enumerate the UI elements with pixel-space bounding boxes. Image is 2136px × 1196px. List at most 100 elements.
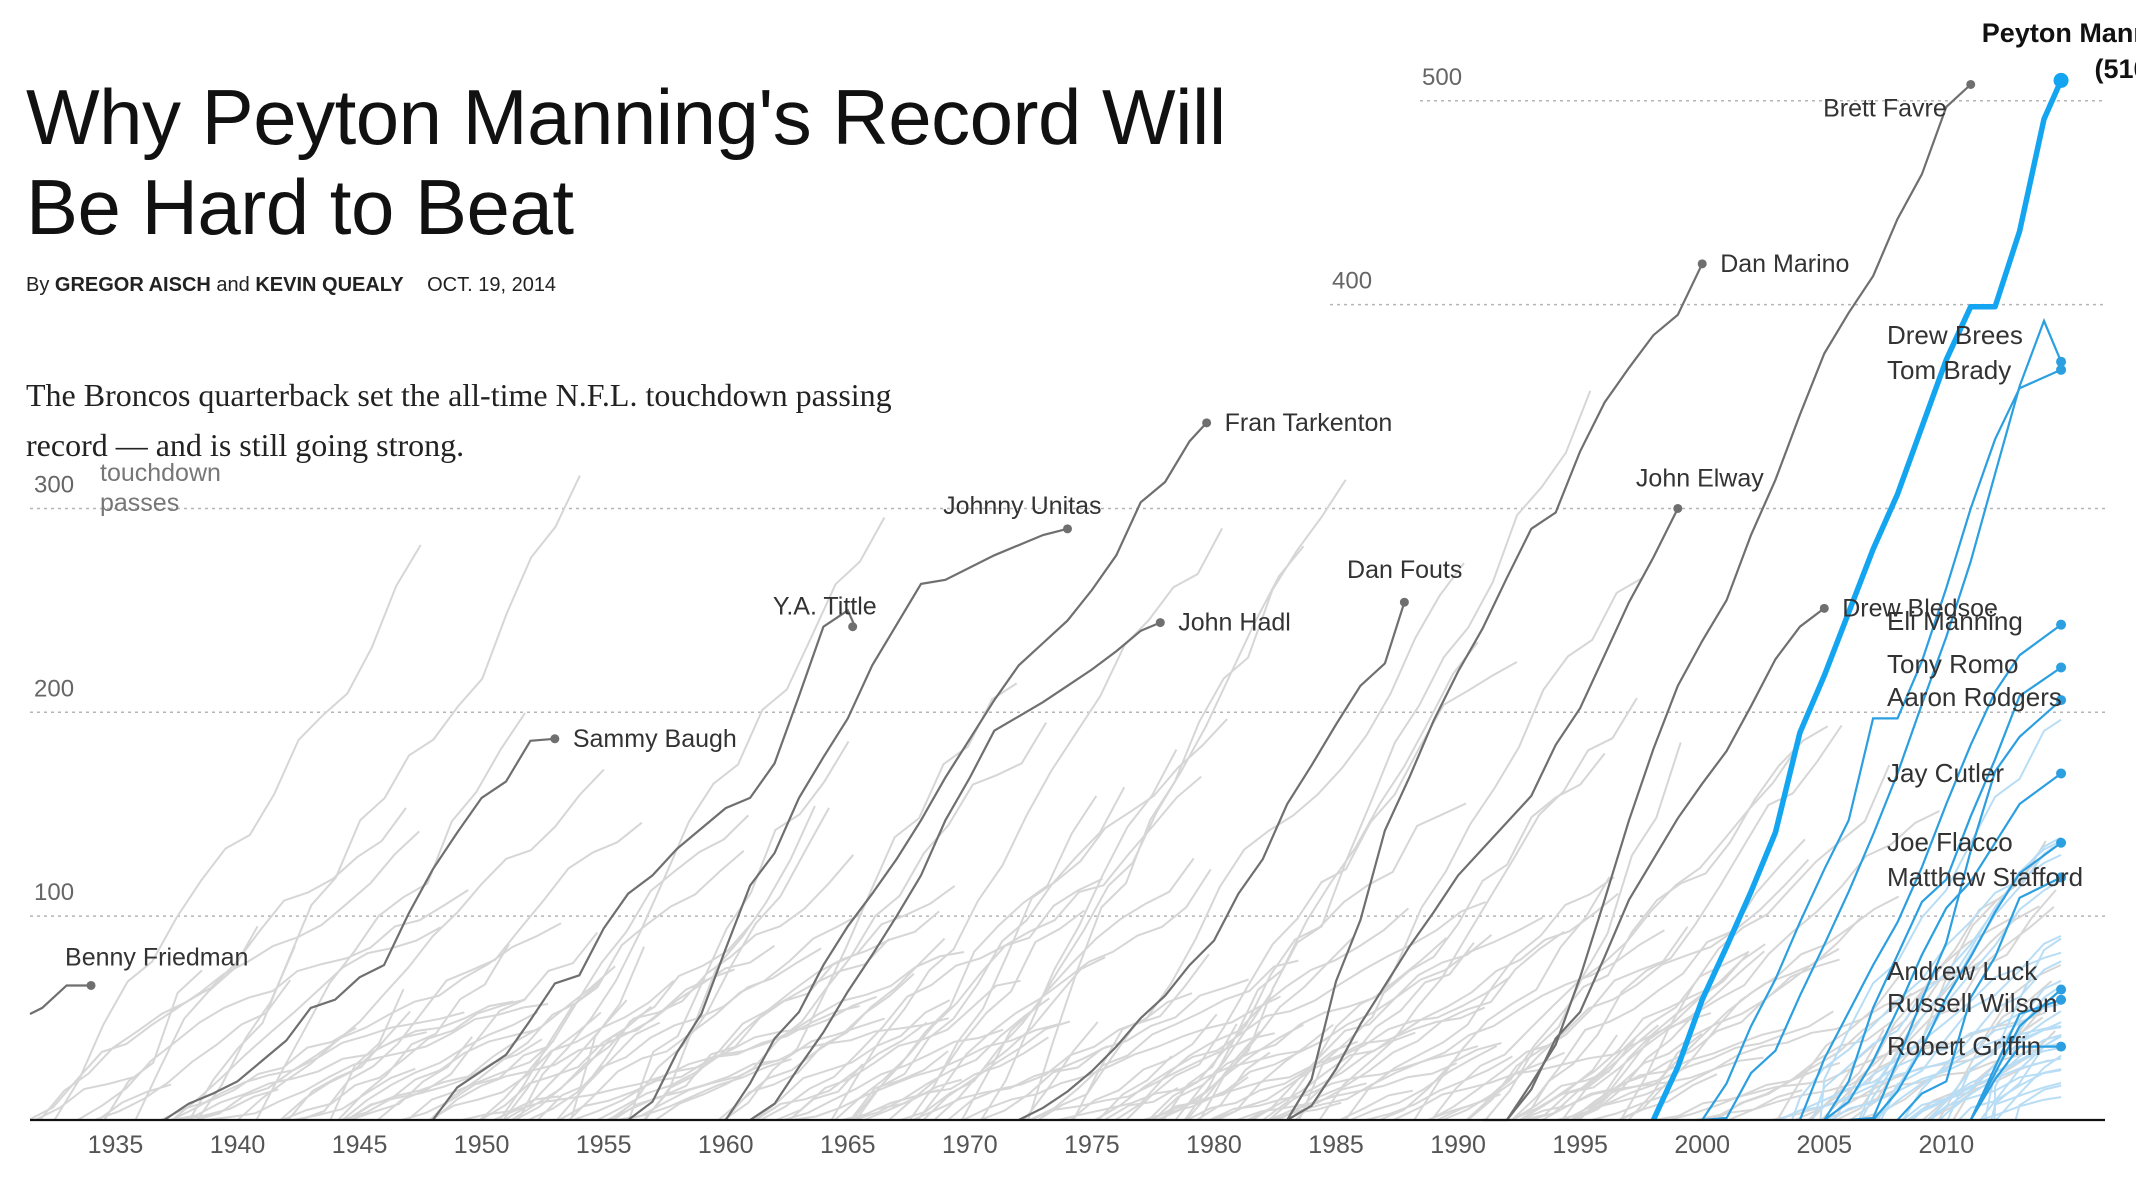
line-robert-griffin[interactable]: [1969, 1045, 2062, 1121]
background-line: [206, 1003, 549, 1121]
line-drew-bledsoe[interactable]: [1506, 607, 1825, 1121]
historic-career-lines: [29, 83, 1972, 1122]
background-line: [1668, 1061, 1841, 1121]
line-russell-wilson[interactable]: [1969, 998, 2062, 1121]
end-dot: [1697, 259, 1707, 269]
background-line: [180, 1088, 279, 1121]
series-label: John Elway: [1636, 464, 1764, 492]
end-dot: [2056, 837, 2067, 848]
line-peyton-manning[interactable]: [1650, 79, 2064, 1122]
byline-and: and: [216, 274, 250, 296]
background-line: [612, 885, 956, 1121]
active-background-line: [1902, 960, 2062, 1121]
background-line: [960, 545, 1305, 1121]
background-line: [1571, 1083, 1671, 1121]
page-title: Why Peyton Manning's Record Will Be Hard…: [26, 73, 1226, 251]
author-2[interactable]: KEVIN QUEALY: [255, 274, 404, 296]
series-label: Dan Marino: [1720, 250, 1849, 278]
line-fran-tarkenton[interactable]: [724, 422, 1208, 1121]
background-line: [527, 947, 822, 1121]
background-line: [1776, 975, 1901, 1121]
line-drew-brees[interactable]: [1702, 317, 2063, 1122]
series-label: Russell Wilson: [1887, 988, 2058, 1018]
x-tick-label-1970: 1970: [942, 1131, 998, 1159]
series-label: Tony Romo: [1887, 649, 2019, 679]
background-line: [1618, 1073, 1718, 1121]
end-dot: [2056, 356, 2067, 367]
background-line: [1591, 959, 1984, 1121]
author-1[interactable]: GREGOR AISCH: [54, 274, 211, 296]
background-line: [922, 1020, 1071, 1121]
line-brett-favre[interactable]: [1482, 83, 1972, 1122]
line-dan-marino[interactable]: [1286, 263, 1704, 1121]
series-label: Andrew Luck: [1887, 956, 2038, 986]
series-label: Brett Favre: [1823, 94, 1947, 122]
x-tick-label-2005: 2005: [1796, 1131, 1852, 1159]
background-line: [1318, 697, 1638, 1121]
background-line: [569, 946, 646, 1121]
background-line: [1413, 876, 1611, 1121]
line-y-a-tittle[interactable]: [431, 608, 857, 1121]
line-matthew-stafford[interactable]: [1896, 876, 2062, 1121]
end-dot: [2056, 768, 2067, 779]
background-line: [281, 998, 527, 1121]
background-line: [171, 1000, 514, 1121]
background-line: [1210, 1023, 1334, 1121]
series-label: Robert Griffin: [1887, 1031, 2041, 1061]
background-line: [103, 969, 203, 1121]
background-line: [1147, 802, 1467, 1121]
background-line: [1365, 1055, 1513, 1121]
background-line: [1162, 1023, 1238, 1121]
background-line: [1511, 1024, 1659, 1121]
line-joe-flacco[interactable]: [1872, 841, 2062, 1121]
line-sammy-baugh[interactable]: [163, 737, 555, 1121]
end-dot: [550, 734, 560, 744]
x-tick-label-1965: 1965: [820, 1131, 876, 1159]
line-jay-cutler[interactable]: [1823, 772, 2062, 1121]
background-line: [1520, 943, 1766, 1121]
end-dot: [2056, 984, 2067, 995]
background-line: [171, 926, 442, 1121]
active-background-line: [1819, 718, 2062, 1121]
x-tick-label-2010: 2010: [1919, 1131, 1975, 1159]
active-background-line: [1857, 836, 2062, 1121]
series-label: Aaron Rodgers: [1887, 682, 2062, 712]
active-background-line: [1827, 951, 2062, 1121]
line-johnny-unitas[interactable]: [627, 527, 1068, 1121]
background-line: [517, 517, 886, 1121]
end-dot: [1399, 597, 1409, 607]
active-background-line: [2014, 1084, 2062, 1121]
background-line: [461, 1095, 560, 1121]
background-line: [337, 943, 510, 1121]
line-aaron-rodgers[interactable]: [1848, 699, 2062, 1122]
background-line: [1151, 916, 1544, 1121]
line-eli-manning[interactable]: [1798, 623, 2062, 1121]
series-label: Tom Brady: [1887, 355, 2011, 385]
end-dot: [848, 622, 858, 632]
series-label: Y.A. Tittle: [773, 593, 877, 621]
line-tony-romo[interactable]: [1823, 666, 2062, 1121]
line-john-elway[interactable]: [1286, 508, 1679, 1121]
y-tick-label-400: 400: [1332, 268, 1372, 295]
background-line: [916, 868, 1212, 1121]
x-tick-label-1945: 1945: [332, 1131, 388, 1159]
background-line: [888, 909, 1085, 1121]
background-line: [1556, 895, 1900, 1121]
background-line: [849, 1050, 949, 1121]
y-axis-label: touchdown passes: [100, 459, 221, 517]
background-line: [1511, 838, 1806, 1121]
background-line: [717, 972, 915, 1121]
background-line: [479, 1005, 653, 1121]
x-tick-label-1940: 1940: [210, 1131, 266, 1159]
background-line: [94, 979, 292, 1121]
background-line: [406, 1039, 555, 1121]
line-tom-brady[interactable]: [1701, 368, 2062, 1121]
line-benny-friedman[interactable]: [29, 984, 91, 1015]
line-dan-fouts[interactable]: [1018, 601, 1406, 1121]
series-label: Benny Friedman: [65, 943, 248, 971]
x-tick-label-1955: 1955: [576, 1131, 632, 1159]
active-background-line: [1958, 1068, 2062, 1121]
summary-text: The Broncos quarterback set the all-time…: [26, 377, 892, 463]
line-john-hadl[interactable]: [749, 621, 1161, 1121]
background-line: [510, 854, 855, 1121]
